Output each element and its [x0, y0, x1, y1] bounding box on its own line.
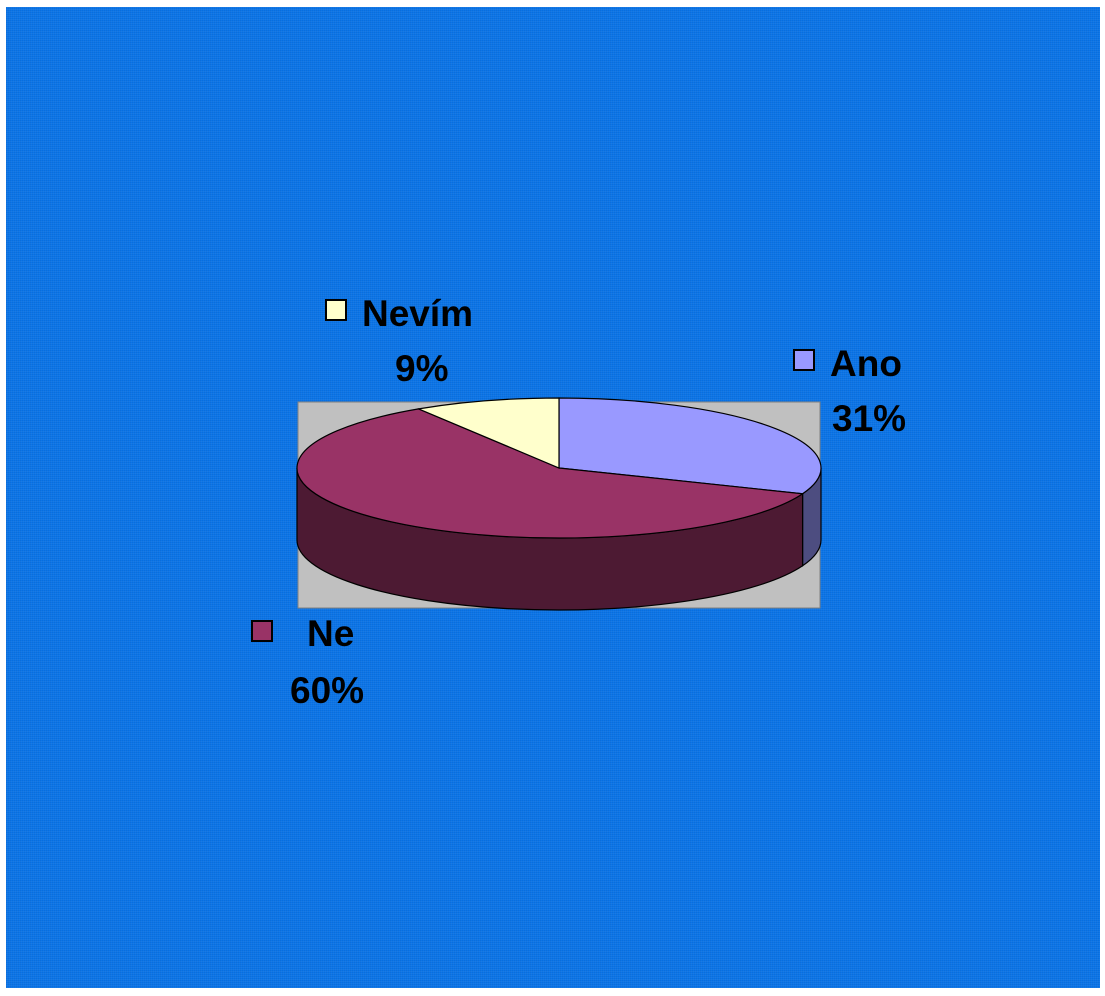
slice-value-ne: 60%: [290, 670, 365, 711]
slice-label-ano: Ano: [830, 343, 902, 384]
legend-swatch-ano: [793, 349, 815, 371]
slice-value-ano: 31%: [832, 398, 907, 439]
pie-group: [296, 397, 822, 611]
slice-label-ne: Ne: [307, 613, 355, 654]
slice-label-nevim: Nevím: [362, 293, 474, 334]
pie-slice-0: [558, 397, 822, 495]
legend-swatch-ne: [251, 620, 273, 642]
pie-slice-2: [416, 397, 560, 469]
slice-value-nevim: 9%: [395, 348, 449, 389]
pie-slice-1: [296, 408, 805, 539]
legend-swatch-nevim: [325, 299, 347, 321]
